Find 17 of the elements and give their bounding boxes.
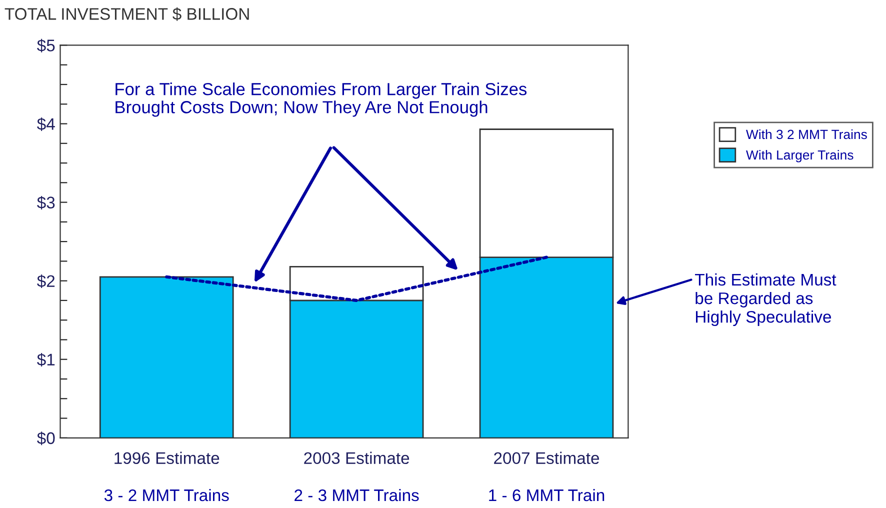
y-tick-label: $0	[37, 432, 55, 446]
text: 2 - 3 MMT Trains	[294, 488, 419, 502]
legend-label: With 3 2 MMT Trains	[746, 129, 867, 140]
legend-label: With Larger Trains	[746, 150, 854, 162]
x-tick-label: 2007 Estimate	[494, 452, 600, 464]
y-tick-label: $5	[37, 38, 55, 52]
text: This Estimate Must be Regarded as Highly Speculative	[695, 273, 836, 326]
y-tick-label: $2	[37, 274, 55, 288]
annotation: For a Time Scale Economies From Larger Train Sizes Brought Costs Down; Now They Are Not Enough	[116, 82, 527, 117]
y-tick-label: $4	[37, 117, 55, 131]
y-tick-label: $3	[37, 196, 55, 210]
text: 3 - 2 MMT Trains	[104, 488, 229, 502]
y-tick-label: $1	[37, 353, 55, 367]
x-tick-label: 2003 Estimate	[304, 452, 410, 464]
x-tick-label: 1996 Estimate	[114, 452, 220, 464]
chart-title: TOTAL INVESTMENT $ BILLION	[4, 7, 249, 21]
text: 1 - 6 MMT Train	[489, 488, 604, 502]
